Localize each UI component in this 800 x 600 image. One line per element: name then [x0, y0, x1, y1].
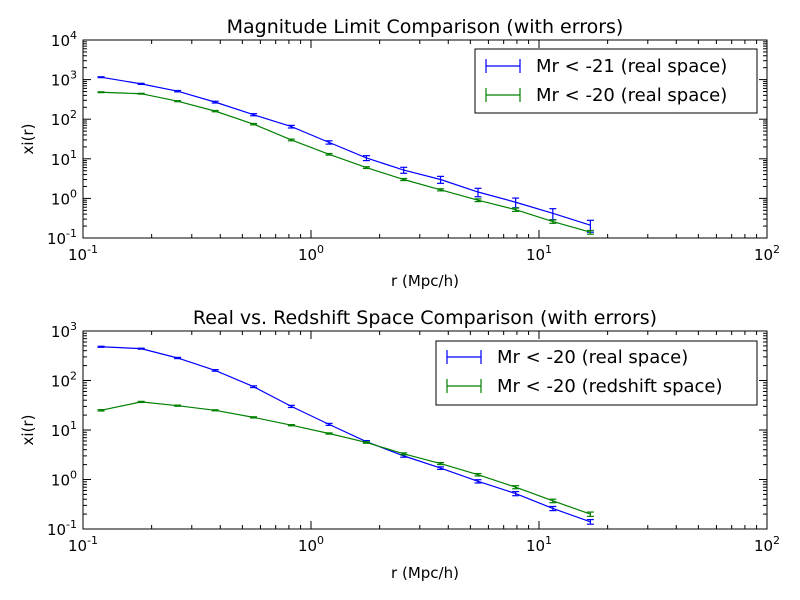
legend-label: Mr < -20 (real space)	[497, 347, 688, 368]
series-line	[101, 91, 591, 233]
error-bar	[512, 207, 520, 212]
chart-title: Magnitude Limit Comparison (with errors)	[227, 16, 624, 38]
error-bar	[325, 152, 333, 156]
error-bar	[250, 113, 258, 117]
chart-title: Real vs. Redshift Space Comparison (with…	[193, 307, 657, 329]
error-bar	[512, 485, 520, 490]
error-bar	[137, 400, 145, 404]
legend-label: Mr < -20 (redshift space)	[497, 376, 723, 397]
error-bar	[250, 122, 258, 126]
error-bar	[325, 432, 333, 435]
error-bar	[437, 466, 445, 470]
error-bar	[362, 441, 370, 444]
error-bar	[174, 404, 182, 407]
error-bar	[287, 424, 295, 427]
error-bar	[586, 511, 594, 517]
error-bar	[325, 140, 333, 145]
error-bar	[137, 347, 145, 350]
error-bar	[549, 498, 557, 504]
legend-entry-mr-20-redshift: Mr < -20 (redshift space)	[446, 376, 723, 397]
y-axis-label: xi(r)	[19, 124, 37, 155]
error-bar	[325, 422, 333, 426]
error-bar	[287, 138, 295, 142]
error-bar	[137, 82, 145, 86]
legend: Mr < -21 (real space) Mr < -20 (real spa…	[474, 48, 758, 114]
legend-frame	[474, 48, 758, 114]
legend-entry-mr-21-real: Mr < -21 (real space)	[485, 56, 727, 77]
error-bar	[400, 177, 408, 182]
error-bar	[211, 409, 219, 412]
series-line	[100, 401, 591, 515]
chart-panel-magnitude-limit: Magnitude Limit Comparison (with errors)…	[19, 16, 780, 290]
chart-panel-real-vs-redshift: Real vs. Redshift Space Comparison (with…	[19, 307, 780, 582]
error-bar	[211, 109, 219, 113]
error-bar	[211, 100, 219, 104]
error-bar	[287, 124, 295, 129]
error-bar	[287, 404, 295, 409]
error-bar	[400, 452, 408, 456]
axes-frame	[82, 330, 768, 530]
error-bar	[174, 356, 182, 360]
error-bar	[97, 409, 105, 412]
error-bar	[586, 229, 594, 235]
error-bar	[549, 505, 557, 512]
y-axis-label: xi(r)	[19, 415, 37, 446]
series-line	[101, 346, 591, 523]
error-bar	[549, 219, 557, 224]
error-bar	[474, 187, 482, 198]
error-bar	[137, 92, 145, 95]
error-bar	[362, 166, 370, 170]
legend-entry-mr-20-real: Mr < -20 (real space)	[446, 347, 688, 368]
error-bar	[174, 100, 182, 103]
x-axis-label: r (Mpc/h)	[391, 272, 459, 290]
legend-label: Mr < -20 (real space)	[536, 85, 727, 106]
error-bar	[362, 155, 370, 162]
error-bar	[250, 385, 258, 389]
error-bar	[250, 416, 258, 419]
error-bar	[437, 461, 445, 466]
error-bar	[512, 490, 520, 497]
error-bar	[97, 345, 105, 348]
error-bar	[211, 369, 219, 372]
error-bar	[586, 518, 594, 525]
error-bar	[474, 479, 482, 484]
axes-frame	[82, 39, 768, 239]
error-bar	[437, 188, 445, 192]
legend-entry-mr-20-real: Mr < -20 (real space)	[485, 85, 727, 106]
legend-frame	[435, 340, 758, 406]
error-bar	[97, 91, 105, 94]
error-bar	[174, 89, 182, 93]
error-bar	[97, 76, 105, 79]
x-axis-label: r (Mpc/h)	[391, 564, 459, 582]
legend-label: Mr < -21 (real space)	[536, 56, 727, 77]
error-bar	[474, 198, 482, 203]
series-line	[100, 76, 591, 226]
error-bar	[437, 175, 445, 184]
error-bar	[400, 166, 408, 174]
error-bar	[474, 472, 482, 477]
legend: Mr < -20 (real space) Mr < -20 (redshift…	[435, 340, 758, 406]
